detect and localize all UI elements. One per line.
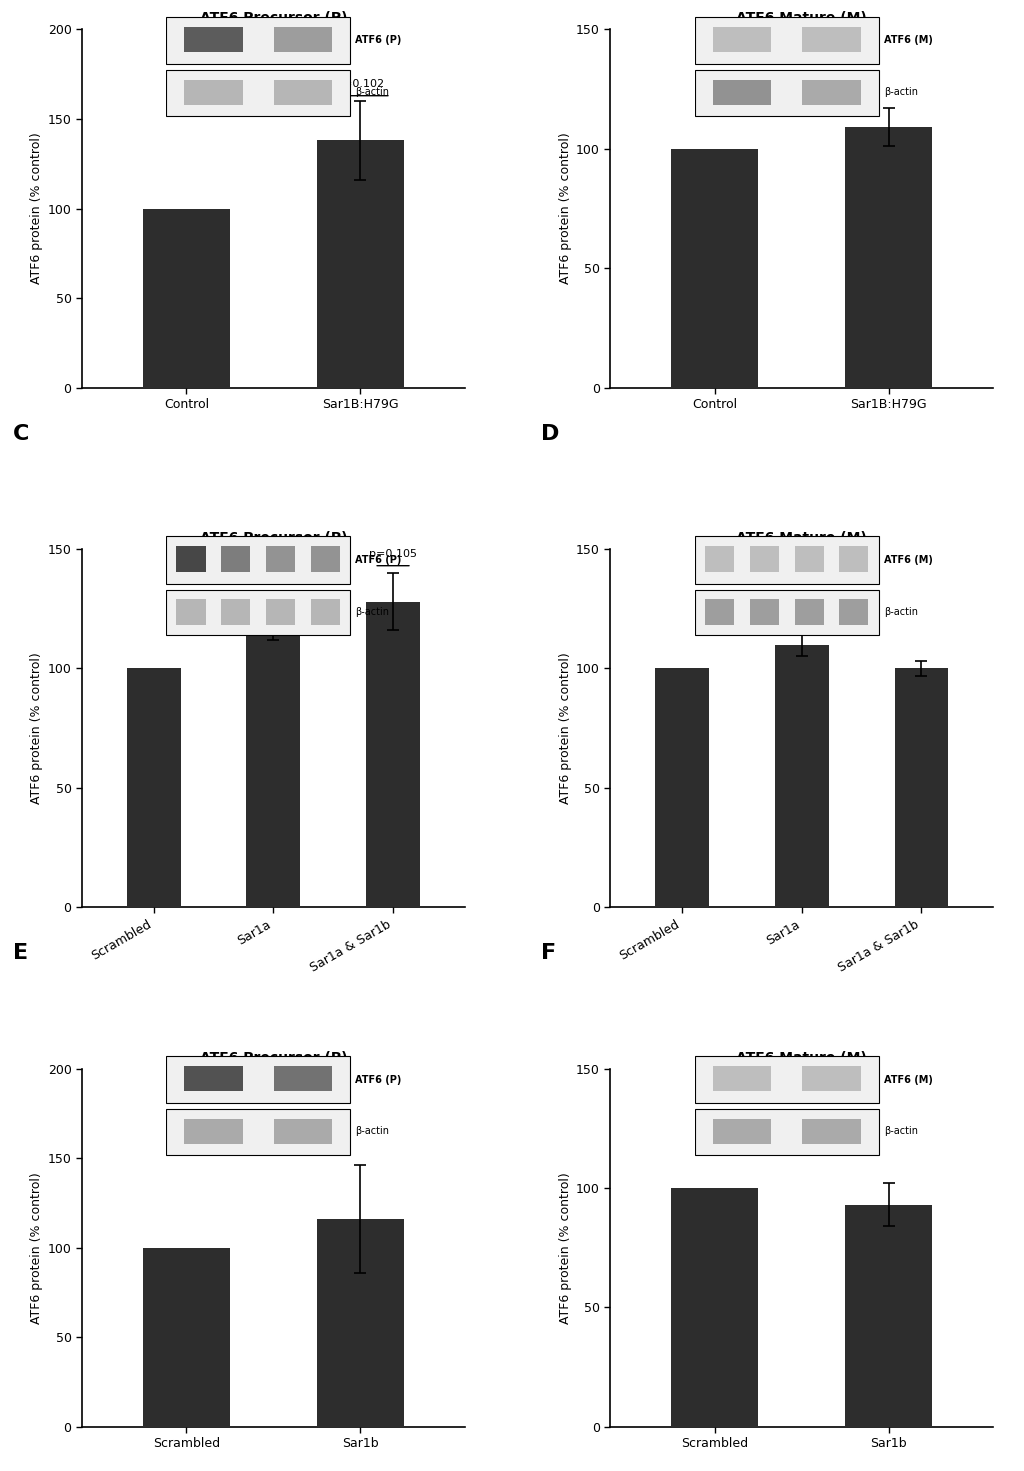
- Bar: [840, 599, 868, 625]
- Bar: [846, 128, 933, 388]
- Bar: [775, 644, 828, 908]
- Text: ATF6 (M): ATF6 (M): [884, 555, 933, 565]
- Text: β-actin: β-actin: [884, 606, 918, 616]
- Y-axis label: ATF6 protein (% control): ATF6 protein (% control): [559, 652, 571, 805]
- Text: ATF6 (P): ATF6 (P): [355, 555, 401, 565]
- Text: β-actin: β-actin: [884, 87, 918, 97]
- Text: E: E: [13, 943, 28, 964]
- Bar: [803, 79, 860, 106]
- Bar: [367, 602, 420, 908]
- Y-axis label: ATF6 protein (% control): ATF6 protein (% control): [31, 132, 43, 284]
- Text: C: C: [13, 424, 30, 444]
- Text: ATF6 (M): ATF6 (M): [884, 1075, 933, 1084]
- Bar: [803, 1065, 860, 1091]
- Bar: [795, 599, 823, 625]
- Text: β-actin: β-actin: [884, 1127, 918, 1136]
- Bar: [184, 1065, 243, 1091]
- Title: ATF6 Mature (M): ATF6 Mature (M): [736, 12, 867, 25]
- Bar: [694, 71, 879, 116]
- Bar: [694, 1056, 879, 1103]
- Bar: [750, 546, 779, 572]
- Bar: [713, 26, 771, 53]
- Bar: [142, 209, 229, 388]
- Bar: [184, 1119, 243, 1144]
- Bar: [846, 1205, 933, 1427]
- Bar: [840, 546, 868, 572]
- Bar: [166, 1109, 350, 1155]
- Bar: [184, 79, 243, 106]
- Bar: [311, 546, 340, 572]
- Bar: [672, 1189, 759, 1427]
- Text: ATF6 (P): ATF6 (P): [355, 35, 401, 46]
- Y-axis label: ATF6 protein (% control): ATF6 protein (% control): [559, 132, 571, 284]
- Y-axis label: ATF6 protein (% control): ATF6 protein (% control): [31, 652, 43, 805]
- Bar: [803, 1119, 860, 1144]
- Bar: [184, 26, 243, 53]
- Bar: [895, 668, 948, 908]
- Title: ATF6 Mature (M): ATF6 Mature (M): [736, 1050, 867, 1065]
- Bar: [166, 16, 350, 65]
- Text: β-actin: β-actin: [355, 1127, 389, 1136]
- Title: ATF6 Mature (M): ATF6 Mature (M): [736, 531, 867, 546]
- Text: ***: ***: [263, 600, 284, 613]
- Bar: [274, 1065, 332, 1091]
- Bar: [316, 141, 403, 388]
- Bar: [221, 599, 251, 625]
- Bar: [221, 546, 251, 572]
- Bar: [694, 537, 879, 584]
- Bar: [694, 1109, 879, 1155]
- Bar: [705, 546, 734, 572]
- Bar: [274, 79, 332, 106]
- Bar: [713, 1119, 771, 1144]
- Bar: [176, 546, 206, 572]
- Text: D: D: [542, 424, 560, 444]
- Text: β-actin: β-actin: [355, 606, 389, 616]
- Title: ATF6 Precursor (P): ATF6 Precursor (P): [200, 531, 347, 546]
- Text: p=0.102: p=0.102: [336, 78, 384, 88]
- Bar: [803, 26, 860, 53]
- Bar: [274, 1119, 332, 1144]
- Bar: [655, 668, 709, 908]
- Y-axis label: ATF6 protein (% control): ATF6 protein (% control): [31, 1172, 43, 1324]
- Bar: [713, 79, 771, 106]
- Bar: [166, 590, 350, 635]
- Bar: [266, 599, 295, 625]
- Bar: [750, 599, 779, 625]
- Bar: [316, 1219, 403, 1427]
- Text: p=0.105: p=0.105: [369, 549, 417, 559]
- Title: ATF6 Precursor (P): ATF6 Precursor (P): [200, 1050, 347, 1065]
- Text: *p=0.012: *p=0.012: [775, 609, 828, 618]
- Bar: [274, 26, 332, 53]
- Bar: [176, 599, 206, 625]
- Text: F: F: [542, 943, 557, 964]
- Bar: [795, 546, 823, 572]
- Bar: [672, 149, 759, 388]
- Bar: [311, 599, 340, 625]
- Text: ATF6 (M): ATF6 (M): [884, 35, 933, 46]
- Bar: [247, 630, 300, 908]
- Bar: [266, 546, 295, 572]
- Y-axis label: ATF6 protein (% control): ATF6 protein (% control): [559, 1172, 571, 1324]
- Title: ATF6 Precursor (P): ATF6 Precursor (P): [200, 12, 347, 25]
- Bar: [166, 71, 350, 116]
- Bar: [127, 668, 180, 908]
- Bar: [142, 1247, 229, 1427]
- Bar: [713, 1065, 771, 1091]
- Text: β-actin: β-actin: [355, 87, 389, 97]
- Bar: [166, 1056, 350, 1103]
- Bar: [694, 16, 879, 65]
- Bar: [166, 537, 350, 584]
- Text: ATF6 (P): ATF6 (P): [355, 1075, 401, 1084]
- Bar: [694, 590, 879, 635]
- Bar: [705, 599, 734, 625]
